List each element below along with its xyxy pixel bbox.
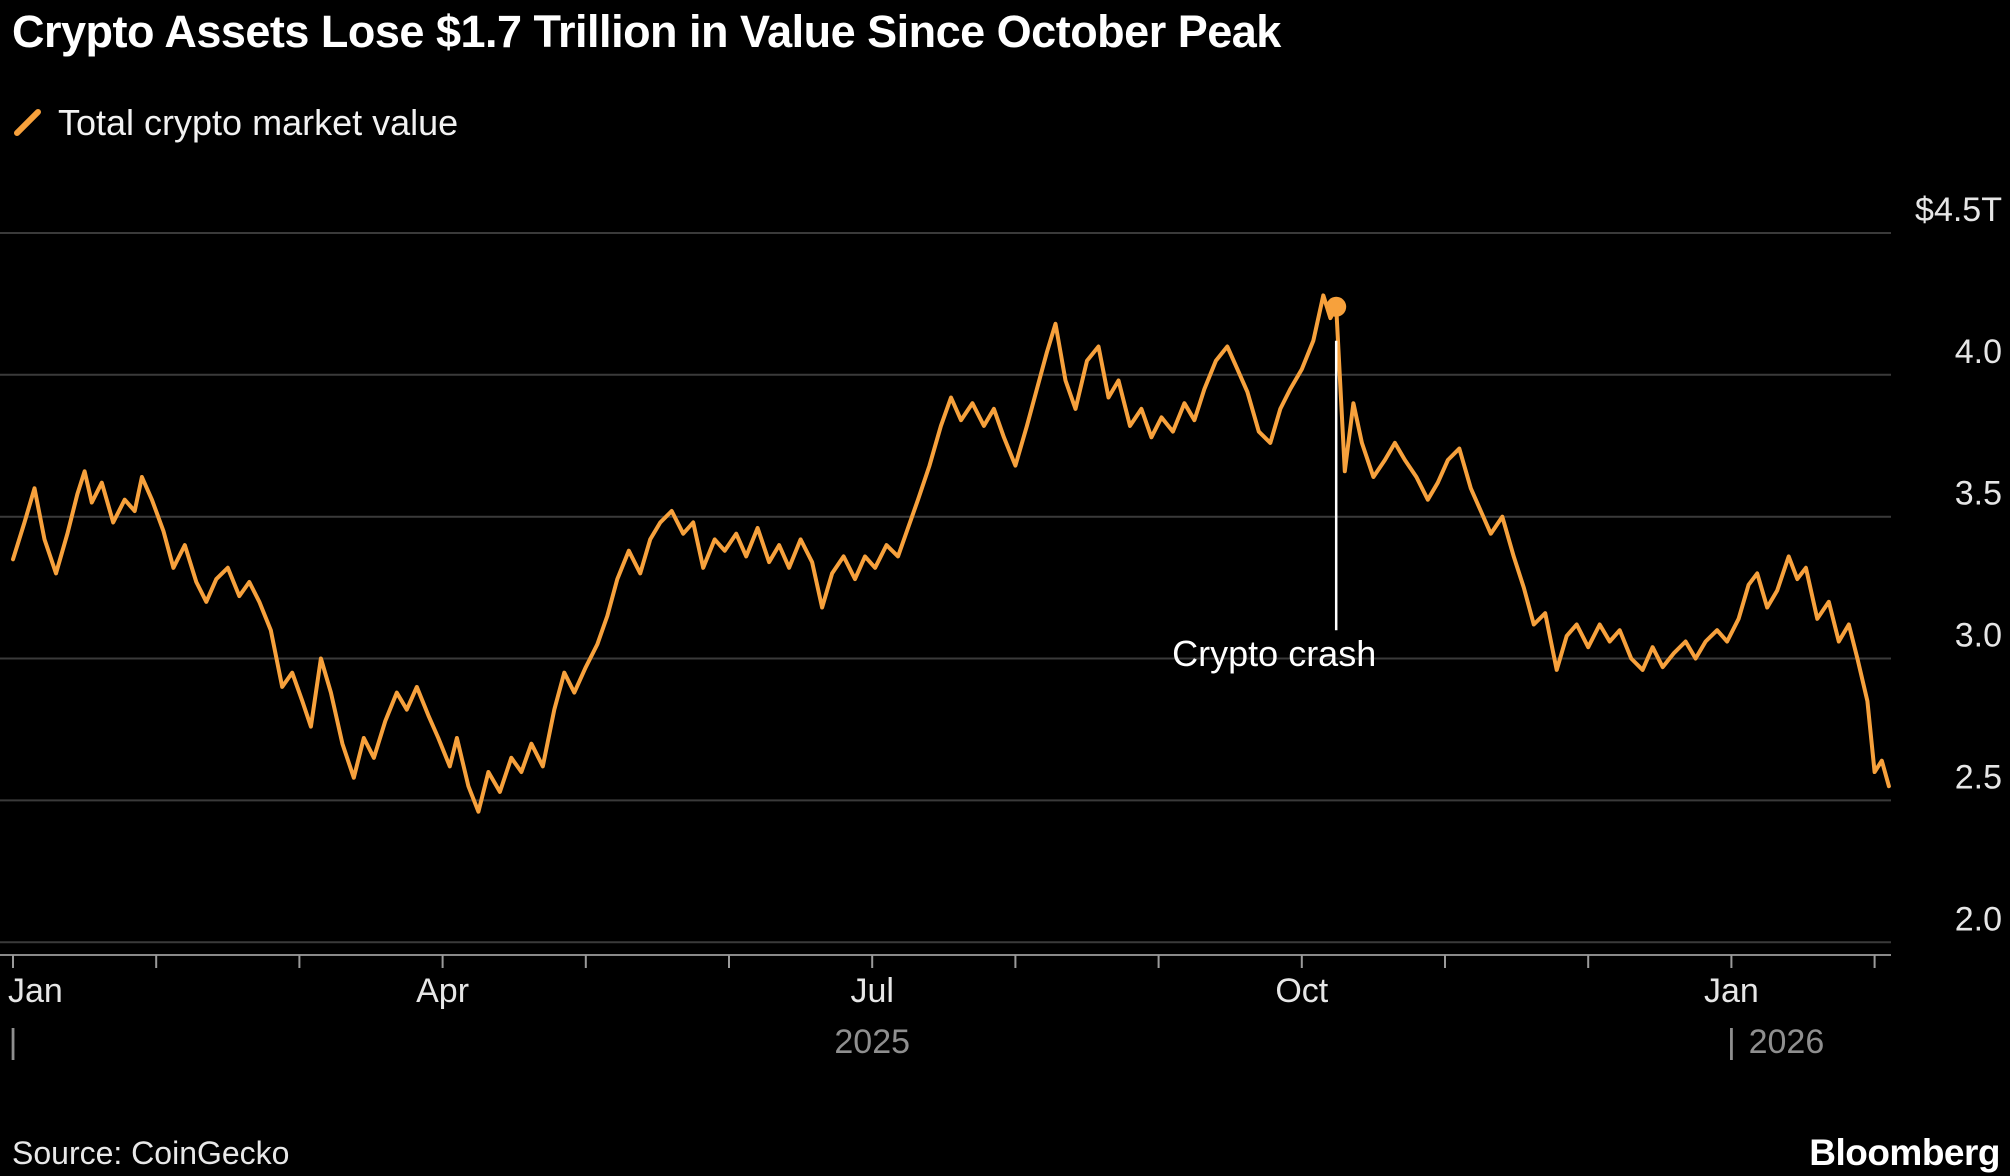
- series-line: [11, 293, 1891, 814]
- y-axis-label: $4.5T: [1915, 191, 2002, 229]
- y-axis-label: 2.0: [1955, 900, 2002, 938]
- year-tick-bar: |: [9, 1023, 18, 1061]
- y-axis-label: 4.0: [1955, 333, 2002, 371]
- year-tick-bar: |: [1727, 1023, 1736, 1061]
- x-axis-label: Oct: [1275, 972, 1328, 1010]
- year-label: 2025: [834, 1023, 910, 1061]
- x-axis-label: Apr: [416, 972, 469, 1010]
- x-axis-label: Jan: [8, 972, 63, 1010]
- source-note: Source: CoinGecko: [12, 1135, 290, 1171]
- chart-canvas: $4.5T 4.0 3.5 3.0 2.5 2.0 Jan Apr Jul Oct Jan | 2025…: [0, 191, 2002, 1061]
- x-axis-label: Jan: [1704, 972, 1759, 1010]
- legend-line-icon: [14, 109, 41, 136]
- annotation-label: Crypto crash: [1172, 633, 1376, 674]
- y-axis-label: 3.5: [1955, 475, 2002, 513]
- y-axis-label: 2.5: [1955, 758, 2002, 796]
- x-axis-label: Jul: [850, 972, 893, 1010]
- chart-title: Crypto Assets Lose $1.7 Trillion in Valu…: [12, 6, 1281, 57]
- annotation-dot: [1326, 296, 1347, 317]
- brand-logo: Bloomberg: [1809, 1132, 2000, 1173]
- y-axis-label: 3.0: [1955, 617, 2002, 655]
- chart-area: $4.5T 4.0 3.5 3.0 2.5 2.0 Jan Apr Jul Oct Jan | 2025…: [0, 150, 2010, 1080]
- year-label: 2026: [1749, 1023, 1825, 1061]
- legend-label: Total crypto market value: [58, 102, 459, 143]
- legend: Total crypto market value: [12, 102, 458, 144]
